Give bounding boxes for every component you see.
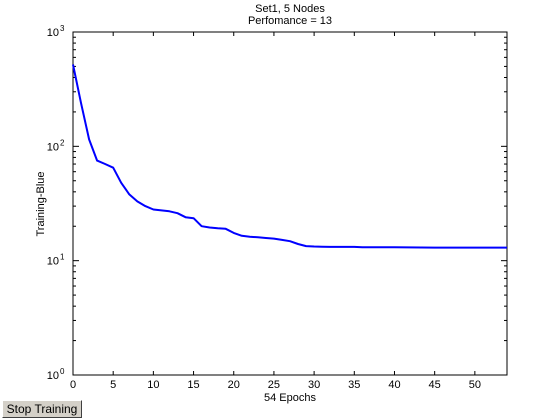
stop-training-button[interactable]: Stop Training <box>2 400 82 418</box>
x-tick-label: 40 <box>388 379 400 391</box>
x-tick-label: 20 <box>228 379 240 391</box>
y-tick-base: 10 <box>47 370 59 382</box>
y-tick-label: 10 <box>47 256 59 268</box>
chart-title-line-2: Perfomance = 13 <box>248 15 332 27</box>
series-layer <box>72 64 507 249</box>
y-axis-label: Training-Blue <box>35 171 47 236</box>
x-tick-label: 25 <box>268 379 280 391</box>
y-tick-label: 10 <box>47 27 59 39</box>
x-tick-label: 45 <box>429 379 441 391</box>
x-axis-label: 54 Epochs <box>264 392 316 404</box>
y-tick-exponent: 1 <box>60 253 65 262</box>
y-tick-exponent: 0 <box>60 367 65 376</box>
x-tick-label: 10 <box>147 379 159 391</box>
training-error-line <box>72 64 507 249</box>
x-tick-label: 50 <box>469 379 481 391</box>
y-tick-exponent: 3 <box>60 24 65 33</box>
x-tick-label: 5 <box>110 379 116 391</box>
plot-area <box>72 31 508 376</box>
y-tick-base: 10 <box>47 256 59 268</box>
chart-title-line-1: Set1, 5 Nodes <box>255 3 325 15</box>
y-tick-label: 10 <box>47 141 59 153</box>
y-tick-exponent: 2 <box>60 138 65 147</box>
x-tick-label: 0 <box>70 379 76 391</box>
x-tick-label: 30 <box>308 379 320 391</box>
y-tick-label: 10 <box>47 370 59 382</box>
y-tick-base: 10 <box>47 27 59 39</box>
x-tick-label: 15 <box>187 379 199 391</box>
x-tick-label: 35 <box>348 379 360 391</box>
y-tick-base: 10 <box>47 141 59 153</box>
